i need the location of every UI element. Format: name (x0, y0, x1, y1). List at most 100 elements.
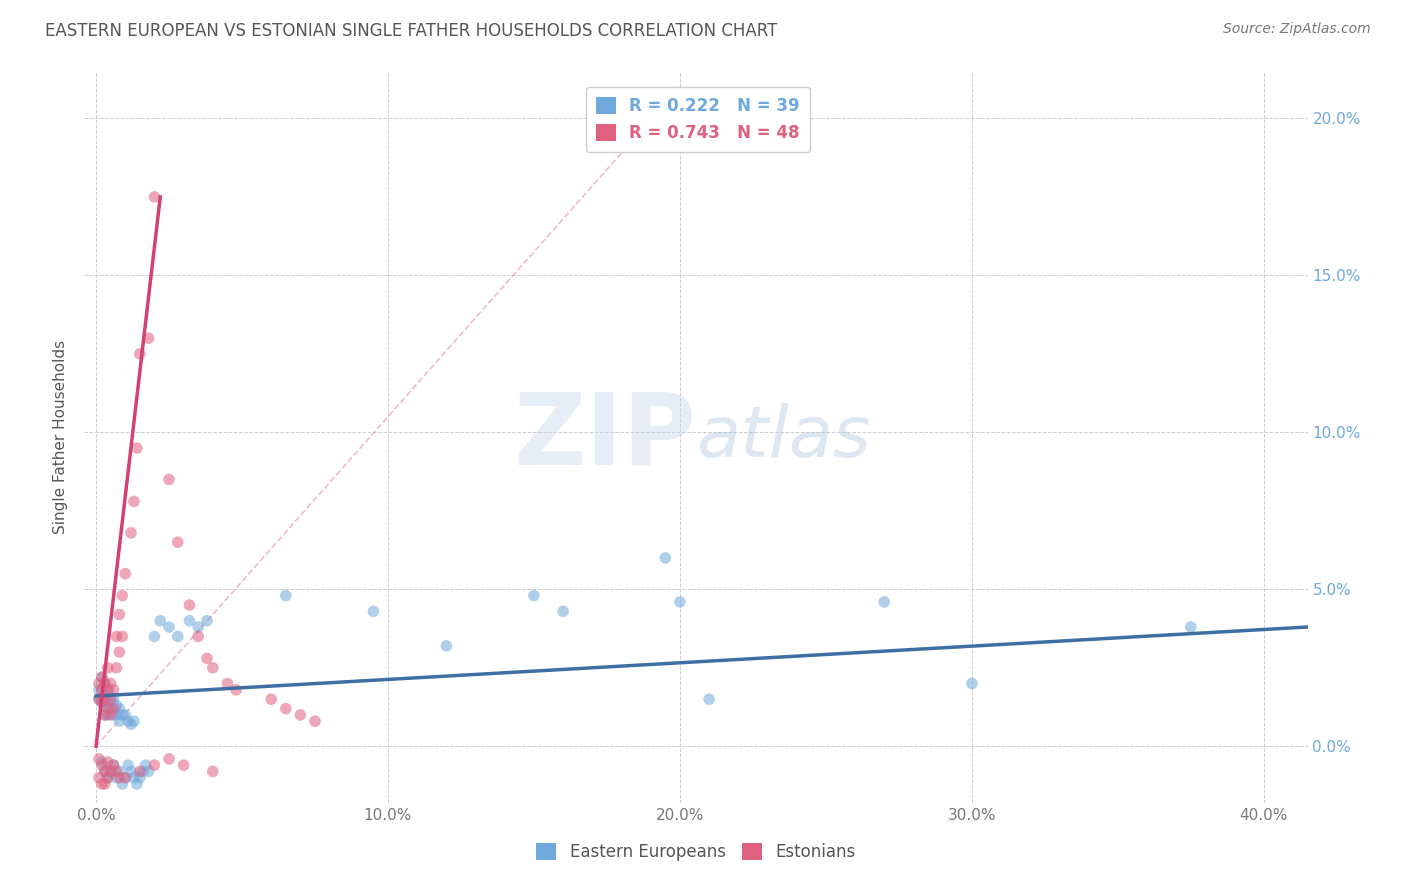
Legend: Eastern Europeans, Estonians: Eastern Europeans, Estonians (530, 836, 862, 868)
Point (87, 692, 110, 706)
Point (108, 764, 131, 779)
Point (128, 764, 150, 779)
Point (1180, 620, 1202, 634)
Point (94, 764, 117, 779)
Point (122, 771, 145, 785)
Point (90, 777, 112, 791)
Point (117, 714, 139, 728)
Point (157, 473, 180, 487)
Point (105, 661, 128, 675)
Point (553, 604, 575, 618)
Point (187, 629, 209, 643)
Point (201, 764, 224, 779)
Point (669, 595, 692, 609)
Point (157, 620, 180, 634)
Point (105, 698, 128, 713)
Point (103, 707, 125, 722)
Point (132, 764, 155, 779)
Point (290, 707, 312, 722)
Point (90, 695, 112, 709)
Point (363, 604, 385, 618)
Point (97, 695, 120, 709)
Point (143, 190, 166, 204)
Point (94, 689, 117, 703)
Point (166, 629, 188, 643)
Y-axis label: Single Father Households: Single Father Households (53, 340, 69, 534)
Point (94, 707, 117, 722)
Point (195, 651, 218, 665)
Point (94, 676, 117, 690)
Point (87, 676, 110, 690)
Point (111, 777, 134, 791)
Text: EASTERN EUROPEAN VS ESTONIAN SINGLE FATHER HOUSEHOLDS CORRELATION CHART: EASTERN EUROPEAN VS ESTONIAN SINGLE FATH… (45, 22, 778, 40)
Point (90, 682, 112, 697)
Point (103, 701, 125, 715)
Text: Source: ZipAtlas.com: Source: ZipAtlas.com (1223, 22, 1371, 37)
Point (97, 771, 120, 785)
Point (114, 566, 136, 581)
Point (108, 607, 131, 622)
Point (90, 758, 112, 772)
Point (100, 689, 122, 703)
Point (105, 707, 128, 722)
Point (108, 714, 131, 728)
Point (100, 764, 122, 779)
Point (114, 771, 136, 785)
Point (105, 629, 128, 643)
Point (90, 755, 112, 769)
Point (94, 692, 117, 706)
Point (90, 695, 112, 709)
Point (179, 614, 201, 628)
Point (108, 701, 131, 715)
Point (94, 698, 117, 713)
Point (434, 639, 457, 653)
Point (217, 676, 239, 690)
Point (873, 595, 896, 609)
Point (87, 682, 110, 697)
Point (138, 331, 160, 345)
Point (97, 682, 120, 697)
Point (111, 629, 134, 643)
Point (149, 614, 172, 628)
Point (97, 661, 120, 675)
Point (225, 682, 247, 697)
Point (111, 589, 134, 603)
Point (166, 535, 188, 549)
Point (94, 777, 117, 791)
Point (260, 692, 283, 706)
Point (105, 764, 128, 779)
Point (114, 707, 136, 722)
Text: ZIP: ZIP (513, 389, 696, 485)
Point (103, 682, 125, 697)
Point (87, 692, 110, 706)
Point (105, 771, 128, 785)
Point (135, 758, 157, 772)
Point (94, 764, 117, 779)
Point (274, 589, 297, 603)
Point (90, 682, 112, 697)
Point (179, 598, 201, 612)
Point (103, 758, 125, 772)
Point (87, 771, 110, 785)
Point (100, 707, 122, 722)
Point (103, 758, 125, 772)
Text: atlas: atlas (696, 402, 870, 472)
Point (195, 614, 218, 628)
Point (654, 550, 676, 565)
Point (94, 707, 117, 722)
Point (100, 764, 122, 779)
Point (108, 645, 131, 659)
Point (87, 752, 110, 766)
Point (157, 752, 180, 766)
Point (117, 758, 139, 772)
Point (201, 661, 224, 675)
Point (523, 589, 546, 603)
Point (128, 347, 150, 361)
Point (108, 771, 131, 785)
Point (114, 771, 136, 785)
Point (111, 707, 134, 722)
Point (103, 692, 125, 706)
Point (125, 777, 148, 791)
Point (100, 701, 122, 715)
Point (143, 758, 166, 772)
